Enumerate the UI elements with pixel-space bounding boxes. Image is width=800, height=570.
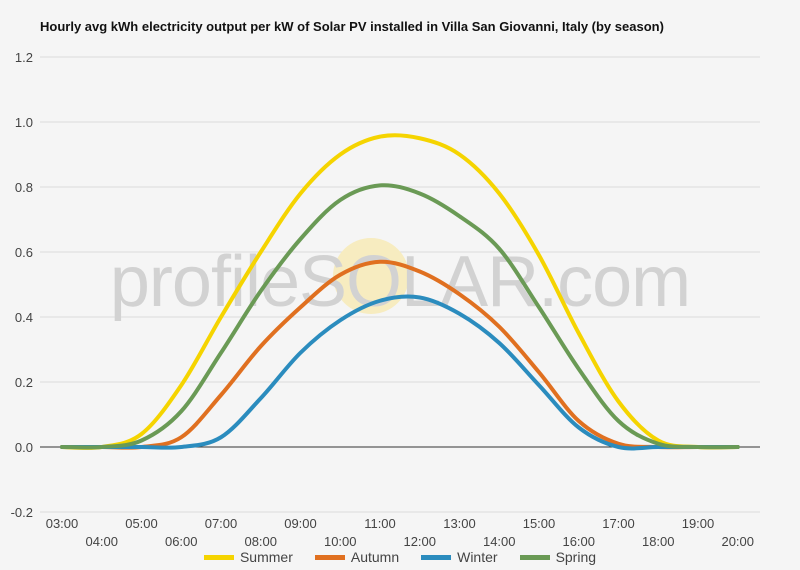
legend-swatch <box>519 554 550 560</box>
chart-title: Hourly avg kWh electricity output per kW… <box>40 19 664 34</box>
y-tick-label: 1.0 <box>15 115 33 130</box>
x-tick-label: 16:00 <box>562 534 595 549</box>
legend-item-summer[interactable]: Summer <box>203 549 293 565</box>
legend: Summer Autumn Winter Spring <box>0 549 800 565</box>
y-tick-label: 0.2 <box>15 375 33 390</box>
y-tick-label: -0.2 <box>11 505 33 520</box>
y-tick-label: 1.2 <box>15 50 33 65</box>
y-tick-label: 0.8 <box>15 180 33 195</box>
x-tick-label: 13:00 <box>443 516 476 531</box>
watermark-text: profileSOLAR.com <box>110 242 690 322</box>
x-tick-label: 09:00 <box>284 516 317 531</box>
x-tick-label: 04:00 <box>85 534 118 549</box>
legend-swatch <box>203 554 234 560</box>
legend-label: Winter <box>457 549 498 565</box>
legend-swatch <box>314 554 345 560</box>
x-tick-label: 03:00 <box>46 516 79 531</box>
legend-label: Autumn <box>350 549 400 565</box>
x-tick-label: 12:00 <box>403 534 436 549</box>
x-tick-label: 11:00 <box>364 516 396 531</box>
y-tick-label: 0.0 <box>15 440 33 455</box>
watermark-sun-icon <box>333 238 409 314</box>
y-tick-label: 0.4 <box>15 310 33 325</box>
x-tick-label: 19:00 <box>682 516 715 531</box>
x-tick-label: 06:00 <box>165 534 198 549</box>
watermark: profileSOLAR.com <box>110 238 691 322</box>
x-tick-label: 05:00 <box>125 516 158 531</box>
x-tick-label: 20:00 <box>721 534 754 549</box>
series-line-spring <box>60 183 740 450</box>
x-tick-label: 07:00 <box>205 516 238 531</box>
series-line-summer <box>60 133 740 450</box>
x-tick-label: 17:00 <box>602 516 635 531</box>
x-tick-label: 10:00 <box>324 534 357 549</box>
x-tick-label: 08:00 <box>244 534 277 549</box>
legend-swatch <box>421 554 452 560</box>
x-tick-label: 14:00 <box>483 534 516 549</box>
legend-item-spring[interactable]: Spring <box>519 549 597 565</box>
y-tick-label: 0.6 <box>15 245 33 260</box>
series-line-winter <box>60 294 740 451</box>
x-tick-label: 18:00 <box>642 534 675 549</box>
x-tick-label: 15:00 <box>523 516 556 531</box>
series-line-autumn <box>60 259 740 450</box>
legend-item-autumn[interactable]: Autumn <box>314 549 400 565</box>
legend-label: Spring <box>555 549 597 565</box>
legend-label: Summer <box>239 549 293 565</box>
legend-item-winter[interactable]: Winter <box>421 549 498 565</box>
